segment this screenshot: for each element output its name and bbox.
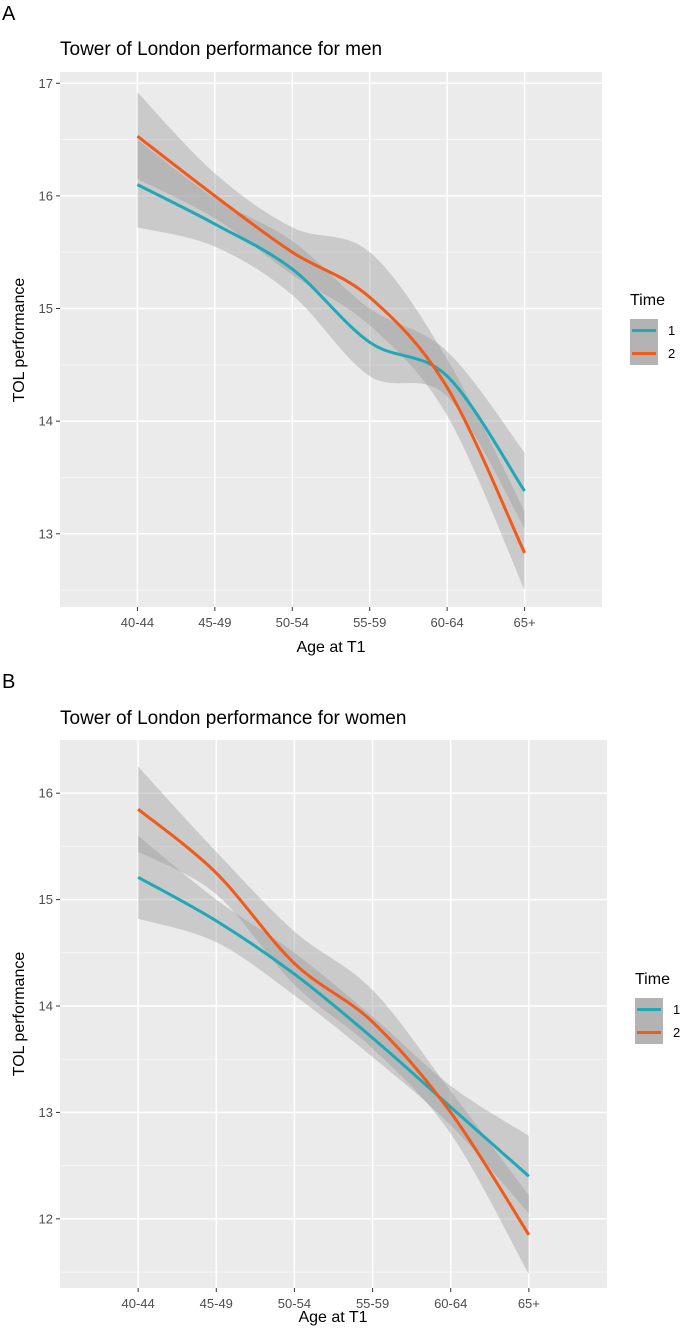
x-tick-label: 50-54 [276, 615, 309, 630]
legend-label: 1 [673, 1002, 680, 1017]
panel-letter: A [2, 3, 16, 25]
y-tick-label: 17 [39, 76, 53, 91]
x-tick-label: 45-49 [200, 1296, 233, 1311]
legend-label: 1 [668, 323, 675, 338]
line-series-1 [136, 183, 526, 492]
ribbon-series-1 [137, 139, 525, 529]
x-axis-title: Age at T1 [298, 1309, 367, 1326]
y-tick-label: 15 [39, 301, 53, 316]
x-axis-title: Age at T1 [296, 639, 365, 656]
x-tick-label: 55-59 [356, 1296, 389, 1311]
chart-title: Tower of London performance for men [60, 39, 382, 60]
plot-background [60, 740, 607, 1288]
y-axis-title: TOL performance [11, 952, 28, 1077]
y-tick-label: 13 [39, 526, 53, 541]
x-tick-label: 60-64 [431, 615, 464, 630]
y-axis-ticks: 12 13 14 15 16 [39, 786, 60, 1226]
ribbon-series-2 [137, 92, 525, 591]
panel-b: B Tower of London performance for women … [2, 671, 680, 1326]
x-tick-label: 50-54 [278, 1296, 311, 1311]
legend-title: Time [635, 971, 670, 988]
series-lines [137, 808, 531, 1236]
legend: Time 1 2 [630, 292, 675, 365]
y-tick-label: 14 [39, 999, 53, 1014]
y-tick-label: 16 [39, 786, 53, 801]
grid-minor [60, 139, 602, 591]
grid-major [60, 72, 602, 607]
confidence-ribbons [137, 92, 525, 591]
x-axis-ticks: 40-44 45-49 50-54 55-59 60-64 65+ [122, 1288, 540, 1311]
x-tick-label: 55-59 [353, 615, 386, 630]
y-tick-label: 12 [39, 1211, 53, 1226]
y-tick-label: 15 [39, 892, 53, 907]
x-tick-label: 65+ [514, 615, 536, 630]
x-tick-label: 60-64 [434, 1296, 467, 1311]
x-tick-label: 40-44 [121, 615, 154, 630]
y-tick-label: 13 [39, 1105, 53, 1120]
ribbon-series-1 [138, 835, 529, 1214]
line-series-1 [137, 875, 530, 1178]
legend-title: Time [630, 292, 665, 309]
x-tick-label: 40-44 [122, 1296, 155, 1311]
x-axis-ticks: 40-44 45-49 50-54 55-59 60-64 65+ [121, 607, 536, 630]
panel-a: A Tower of London performance for men 13… [2, 3, 675, 656]
legend: Time 1 2 [635, 971, 680, 1044]
chart-title: Tower of London performance for women [60, 708, 406, 729]
legend-label: 2 [668, 346, 675, 361]
panel-letter: B [2, 671, 15, 693]
grid-major [60, 740, 607, 1288]
y-tick-label: 14 [39, 414, 53, 429]
legend-label: 2 [673, 1025, 680, 1040]
line-series-2 [136, 135, 526, 554]
series-lines [136, 135, 526, 554]
y-tick-label: 16 [39, 188, 53, 203]
x-tick-label: 65+ [518, 1296, 540, 1311]
plot-background [60, 72, 602, 607]
y-axis-title: TOL performance [11, 278, 28, 403]
y-axis-ticks: 13 14 15 16 17 [39, 76, 60, 541]
x-tick-label: 45-49 [198, 615, 231, 630]
line-series-2 [137, 808, 531, 1236]
